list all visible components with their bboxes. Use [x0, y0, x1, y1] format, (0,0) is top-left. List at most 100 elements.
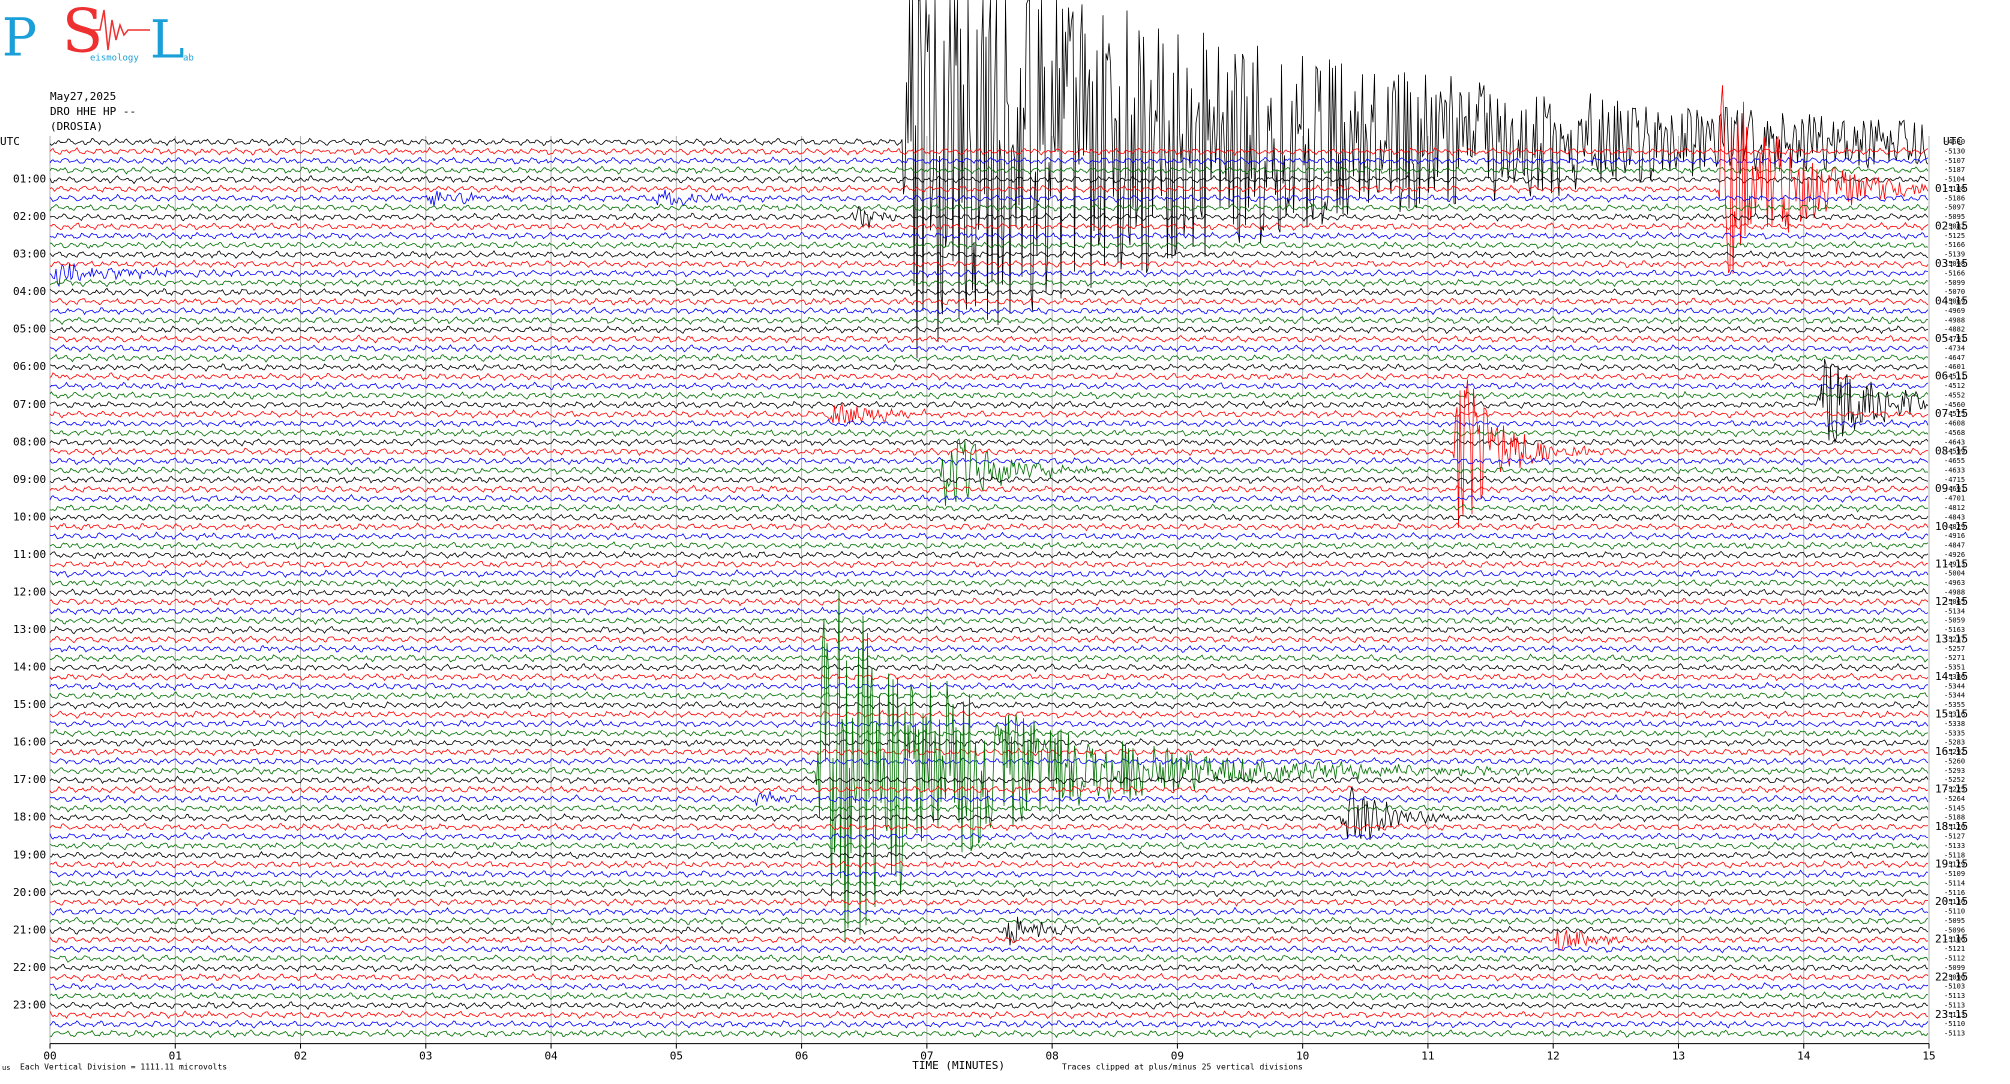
trace — [49, 362, 1929, 372]
logo-small: eismology — [90, 54, 139, 64]
trace-offset: -5059 — [1944, 617, 1965, 625]
trace — [49, 206, 1929, 229]
trace-offset: -5283 — [1944, 739, 1965, 747]
trace — [49, 591, 1929, 943]
trace-offset: -5065 — [1944, 598, 1965, 606]
trace — [49, 513, 1929, 522]
trace-offset: -5114 — [1944, 879, 1965, 887]
left-hour: 12:00 — [13, 585, 46, 598]
trace-offset: -5338 — [1944, 720, 1965, 728]
trace — [49, 644, 1929, 654]
trace — [49, 372, 1929, 382]
trace-offset: -5145 — [1944, 804, 1965, 812]
trace — [49, 916, 1929, 926]
trace-offset: -4701 — [1944, 495, 1965, 503]
logo-letter: S — [62, 0, 103, 67]
right-hour: 07:15 — [1935, 407, 1968, 420]
trace — [49, 597, 1929, 607]
left-hour: 16:00 — [13, 736, 46, 749]
left-hour: 19:00 — [13, 848, 46, 861]
trace-offset: -4568 — [1944, 429, 1965, 437]
trace-offset: -5090 — [1944, 973, 1965, 981]
trace-offset: -5130 — [1944, 147, 1965, 155]
right-hour: 13:15 — [1935, 632, 1968, 645]
left-hour: 06:00 — [13, 360, 46, 373]
trace-offset: -5112 — [1944, 954, 1965, 962]
left-hour: 03:00 — [13, 248, 46, 261]
left-hour: 10:00 — [13, 510, 46, 523]
trace-offset: -4791 — [1944, 335, 1965, 343]
right-hour: 17:15 — [1935, 783, 1968, 796]
trace-offset: -5260 — [1944, 757, 1965, 765]
trace — [50, 240, 1929, 250]
trace — [49, 379, 1929, 528]
left-hour: 17:00 — [13, 773, 46, 786]
trace-offset: -4560 — [1944, 401, 1965, 409]
trace — [49, 541, 1929, 550]
left-hour: 07:00 — [13, 398, 46, 411]
trace — [49, 522, 1929, 532]
trace — [49, 325, 1929, 335]
trace — [49, 334, 1929, 344]
trace-offset: -5386 — [1944, 673, 1965, 681]
logo-small: ab — [183, 54, 194, 64]
trace-offset: -5257 — [1944, 645, 1965, 653]
trace — [49, 221, 1929, 231]
logo-wave — [90, 9, 150, 51]
trace — [49, 156, 1929, 166]
trace — [49, 259, 1929, 269]
trace — [49, 963, 1929, 973]
trace — [49, 635, 1929, 644]
trace-offset: -5099 — [1944, 964, 1965, 972]
trace-offset: -5095 — [1944, 917, 1965, 925]
trace-offset: -5108 — [1944, 185, 1965, 193]
trace — [49, 493, 1929, 504]
trace — [49, 803, 1929, 813]
trace — [49, 249, 1929, 259]
trace — [49, 456, 1929, 466]
x-tick-label: 01 — [169, 1050, 182, 1063]
trace-offset: -5118 — [1944, 851, 1965, 859]
left-hour: 14:00 — [13, 661, 46, 674]
trace-offset: -4988 — [1944, 588, 1965, 596]
trace-offset: -5264 — [1944, 795, 1965, 803]
trace-offset: -4812 — [1944, 504, 1965, 512]
trace — [49, 1010, 1929, 1020]
trace-offset: -5130 — [1944, 898, 1965, 906]
trace-offset: -4511 — [1944, 373, 1965, 381]
left-hour: 13:00 — [13, 623, 46, 636]
trace — [49, 850, 1929, 860]
trace — [49, 550, 1929, 560]
trace — [49, 691, 1929, 701]
trace — [49, 428, 1929, 438]
trace — [49, 146, 1929, 156]
trace-offset: -4575 — [1944, 410, 1965, 418]
trace — [49, 944, 1929, 954]
trace — [49, 503, 1929, 513]
left-hour: 08:00 — [13, 435, 46, 448]
x-tick-label: 06 — [795, 1050, 808, 1063]
trace — [49, 897, 1929, 907]
trace-offset: -5188 — [1944, 814, 1965, 822]
right-hour: 21:15 — [1935, 933, 1968, 946]
trace — [49, 616, 1929, 626]
trace-offset: -5163 — [1944, 626, 1965, 634]
trace-offset: -5125 — [1944, 232, 1965, 240]
trace — [49, 418, 1929, 429]
left-hour: 20:00 — [13, 886, 46, 899]
left-hour: 05:00 — [13, 323, 46, 336]
trace-offset: -5351 — [1944, 664, 1965, 672]
trace — [49, 878, 1929, 889]
right-corner: UTC — [1943, 135, 1963, 148]
trace — [49, 1019, 1929, 1029]
left-hour: 15:00 — [13, 698, 46, 711]
clip-note: Traces clipped at plus/minus 25 vertical… — [1062, 1063, 1303, 1072]
right-hour: 08:15 — [1935, 445, 1968, 458]
logo: P S L eismology ab — [2, 0, 194, 71]
trace — [49, 757, 1929, 767]
trace — [50, 662, 1929, 673]
trace — [49, 928, 1929, 951]
trace-offset: -5344 — [1944, 692, 1965, 700]
trace — [49, 906, 1929, 917]
